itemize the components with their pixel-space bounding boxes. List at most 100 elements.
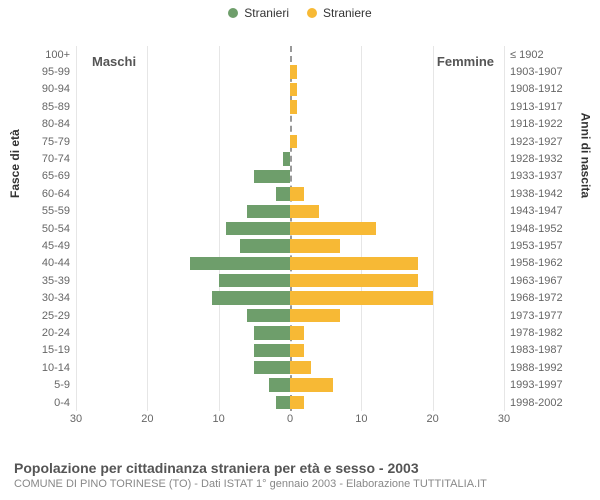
- bar-side-male: [76, 272, 290, 289]
- age-label: 65-69: [28, 170, 76, 182]
- bar-side-female: [290, 272, 504, 289]
- bar-side-female: [290, 237, 504, 254]
- bar-area: [76, 133, 504, 150]
- age-label: 5-9: [28, 379, 76, 391]
- age-label: 95-99: [28, 66, 76, 78]
- bar-side-female: [290, 185, 504, 202]
- footer-subtitle: COMUNE DI PINO TORINESE (TO) - Dati ISTA…: [14, 478, 487, 490]
- bar-male: [219, 274, 290, 287]
- year-label: 1923-1927: [504, 136, 572, 148]
- year-label: 1933-1937: [504, 170, 572, 182]
- chart-row: 5-91993-1997: [28, 376, 572, 393]
- chart-row: 45-49 1953-1957: [28, 237, 572, 254]
- chart-row: 75-79 1923-1927: [28, 133, 572, 150]
- bar-side-female: [290, 394, 504, 411]
- year-label: 1998-2002: [504, 397, 572, 409]
- bar-side-female: [290, 203, 504, 220]
- year-label: 1943-1947: [504, 205, 572, 217]
- year-label: 1903-1907: [504, 66, 572, 78]
- footer-title: Popolazione per cittadinanza straniera p…: [14, 460, 487, 476]
- bar-side-male: [76, 342, 290, 359]
- bar-area: [76, 272, 504, 289]
- year-label: 1978-1982: [504, 327, 572, 339]
- chart-rows: 100+≤ 190295-991903-190790-941908-191285…: [28, 46, 572, 411]
- bar-area: [76, 46, 504, 63]
- legend-swatch-female: [307, 8, 317, 18]
- year-label: 1928-1932: [504, 153, 572, 165]
- bar-male: [276, 187, 290, 200]
- bar-side-male: [76, 203, 290, 220]
- chart-row: 35-391963-1967: [28, 272, 572, 289]
- x-axis-tick: 0: [287, 413, 293, 425]
- chart-row: 95-99 1903-1907: [28, 63, 572, 80]
- year-label: 1958-1962: [504, 257, 572, 269]
- age-label: 45-49: [28, 240, 76, 252]
- bar-area: [76, 81, 504, 98]
- chart-row: 20-24 1978-1982: [28, 324, 572, 341]
- bar-side-male: [76, 255, 290, 272]
- age-label: 60-64: [28, 188, 76, 200]
- bar-area: [76, 342, 504, 359]
- age-label: 15-19: [28, 344, 76, 356]
- age-label: 80-84: [28, 118, 76, 130]
- age-label: 35-39: [28, 275, 76, 287]
- chart-row: 0-4 1998-2002: [28, 394, 572, 411]
- chart-row: 85-891913-1917: [28, 98, 572, 115]
- year-label: 1953-1957: [504, 240, 572, 252]
- bar-area: [76, 255, 504, 272]
- bar-side-female: [290, 376, 504, 393]
- legend: Stranieri Straniere: [0, 0, 600, 20]
- bar-female: [290, 291, 433, 304]
- year-label: 1988-1992: [504, 362, 572, 374]
- year-label: 1948-1952: [504, 223, 572, 235]
- bar-area: [76, 376, 504, 393]
- bar-side-female: [290, 168, 504, 185]
- bar-side-male: [76, 289, 290, 306]
- bar-area: [76, 324, 504, 341]
- bar-side-female: [290, 255, 504, 272]
- bar-side-male: [76, 307, 290, 324]
- bar-female: [290, 257, 418, 270]
- age-label: 25-29: [28, 310, 76, 322]
- bar-side-male: [76, 63, 290, 80]
- age-label: 0-4: [28, 397, 76, 409]
- bar-male: [254, 361, 290, 374]
- y-axis-label-left: Fasce di età: [8, 129, 22, 198]
- bar-side-female: [290, 359, 504, 376]
- bar-female: [290, 396, 304, 409]
- age-label: 20-24: [28, 327, 76, 339]
- bar-side-male: [76, 46, 290, 63]
- bar-side-male: [76, 394, 290, 411]
- bar-side-male: [76, 220, 290, 237]
- age-label: 90-94: [28, 83, 76, 95]
- bar-area: [76, 150, 504, 167]
- y-axis-label-right: Anni di nascita: [578, 112, 592, 197]
- bar-side-female: [290, 116, 504, 133]
- bar-side-male: [76, 150, 290, 167]
- bar-area: [76, 185, 504, 202]
- bar-side-female: [290, 150, 504, 167]
- bar-female: [290, 83, 297, 96]
- chart-row: 65-69 1933-1937: [28, 168, 572, 185]
- bar-side-female: [290, 98, 504, 115]
- bar-side-male: [76, 133, 290, 150]
- x-axis-tick: 20: [427, 413, 439, 425]
- chart-row: 50-54 1948-1952: [28, 220, 572, 237]
- bar-female: [290, 344, 304, 357]
- legend-label-male: Stranieri: [244, 6, 289, 20]
- bar-side-female: [290, 289, 504, 306]
- bar-area: [76, 394, 504, 411]
- chart-row: 70-741928-1932: [28, 150, 572, 167]
- bar-female: [290, 205, 319, 218]
- age-label: 85-89: [28, 101, 76, 113]
- age-label: 50-54: [28, 223, 76, 235]
- bar-side-female: [290, 81, 504, 98]
- age-label: 75-79: [28, 136, 76, 148]
- pyramid-chart: Maschi Femmine Fasce di età Anni di nasc…: [28, 46, 572, 429]
- bar-male: [247, 205, 290, 218]
- chart-row: 10-141988-1992: [28, 359, 572, 376]
- bar-male: [269, 378, 290, 391]
- bar-male: [226, 222, 290, 235]
- bar-female: [290, 378, 333, 391]
- bar-female: [290, 361, 311, 374]
